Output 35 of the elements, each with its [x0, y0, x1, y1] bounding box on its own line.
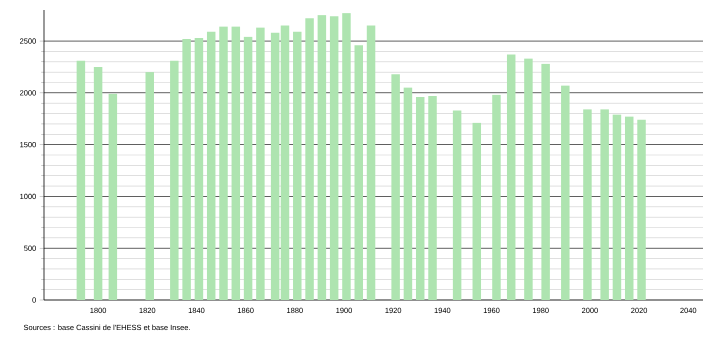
bar [244, 36, 252, 300]
bar [583, 109, 592, 300]
bar [342, 13, 351, 300]
bar [182, 38, 191, 300]
bar [330, 16, 338, 300]
bar [256, 28, 265, 300]
bar [94, 66, 102, 300]
bar [612, 114, 622, 300]
bar [108, 94, 118, 300]
bar [600, 109, 609, 300]
bar [194, 38, 204, 300]
bar [541, 64, 550, 300]
bar [293, 32, 302, 300]
bar [391, 74, 400, 300]
bar [145, 72, 154, 300]
bar [170, 60, 179, 300]
bar [524, 58, 533, 300]
bar [366, 26, 376, 300]
bar [506, 54, 516, 300]
bar [624, 116, 634, 300]
bar [354, 45, 363, 300]
bar [492, 94, 501, 300]
bar [318, 15, 326, 300]
bar [206, 32, 216, 300]
bar [452, 110, 462, 300]
bar [561, 86, 570, 300]
bar [232, 26, 240, 300]
bar [404, 88, 412, 300]
bar [637, 120, 646, 300]
bar [76, 60, 86, 300]
bar [472, 122, 482, 300]
bar [416, 96, 424, 300]
bar [428, 96, 437, 300]
bar [305, 18, 314, 300]
bar [219, 26, 228, 300]
